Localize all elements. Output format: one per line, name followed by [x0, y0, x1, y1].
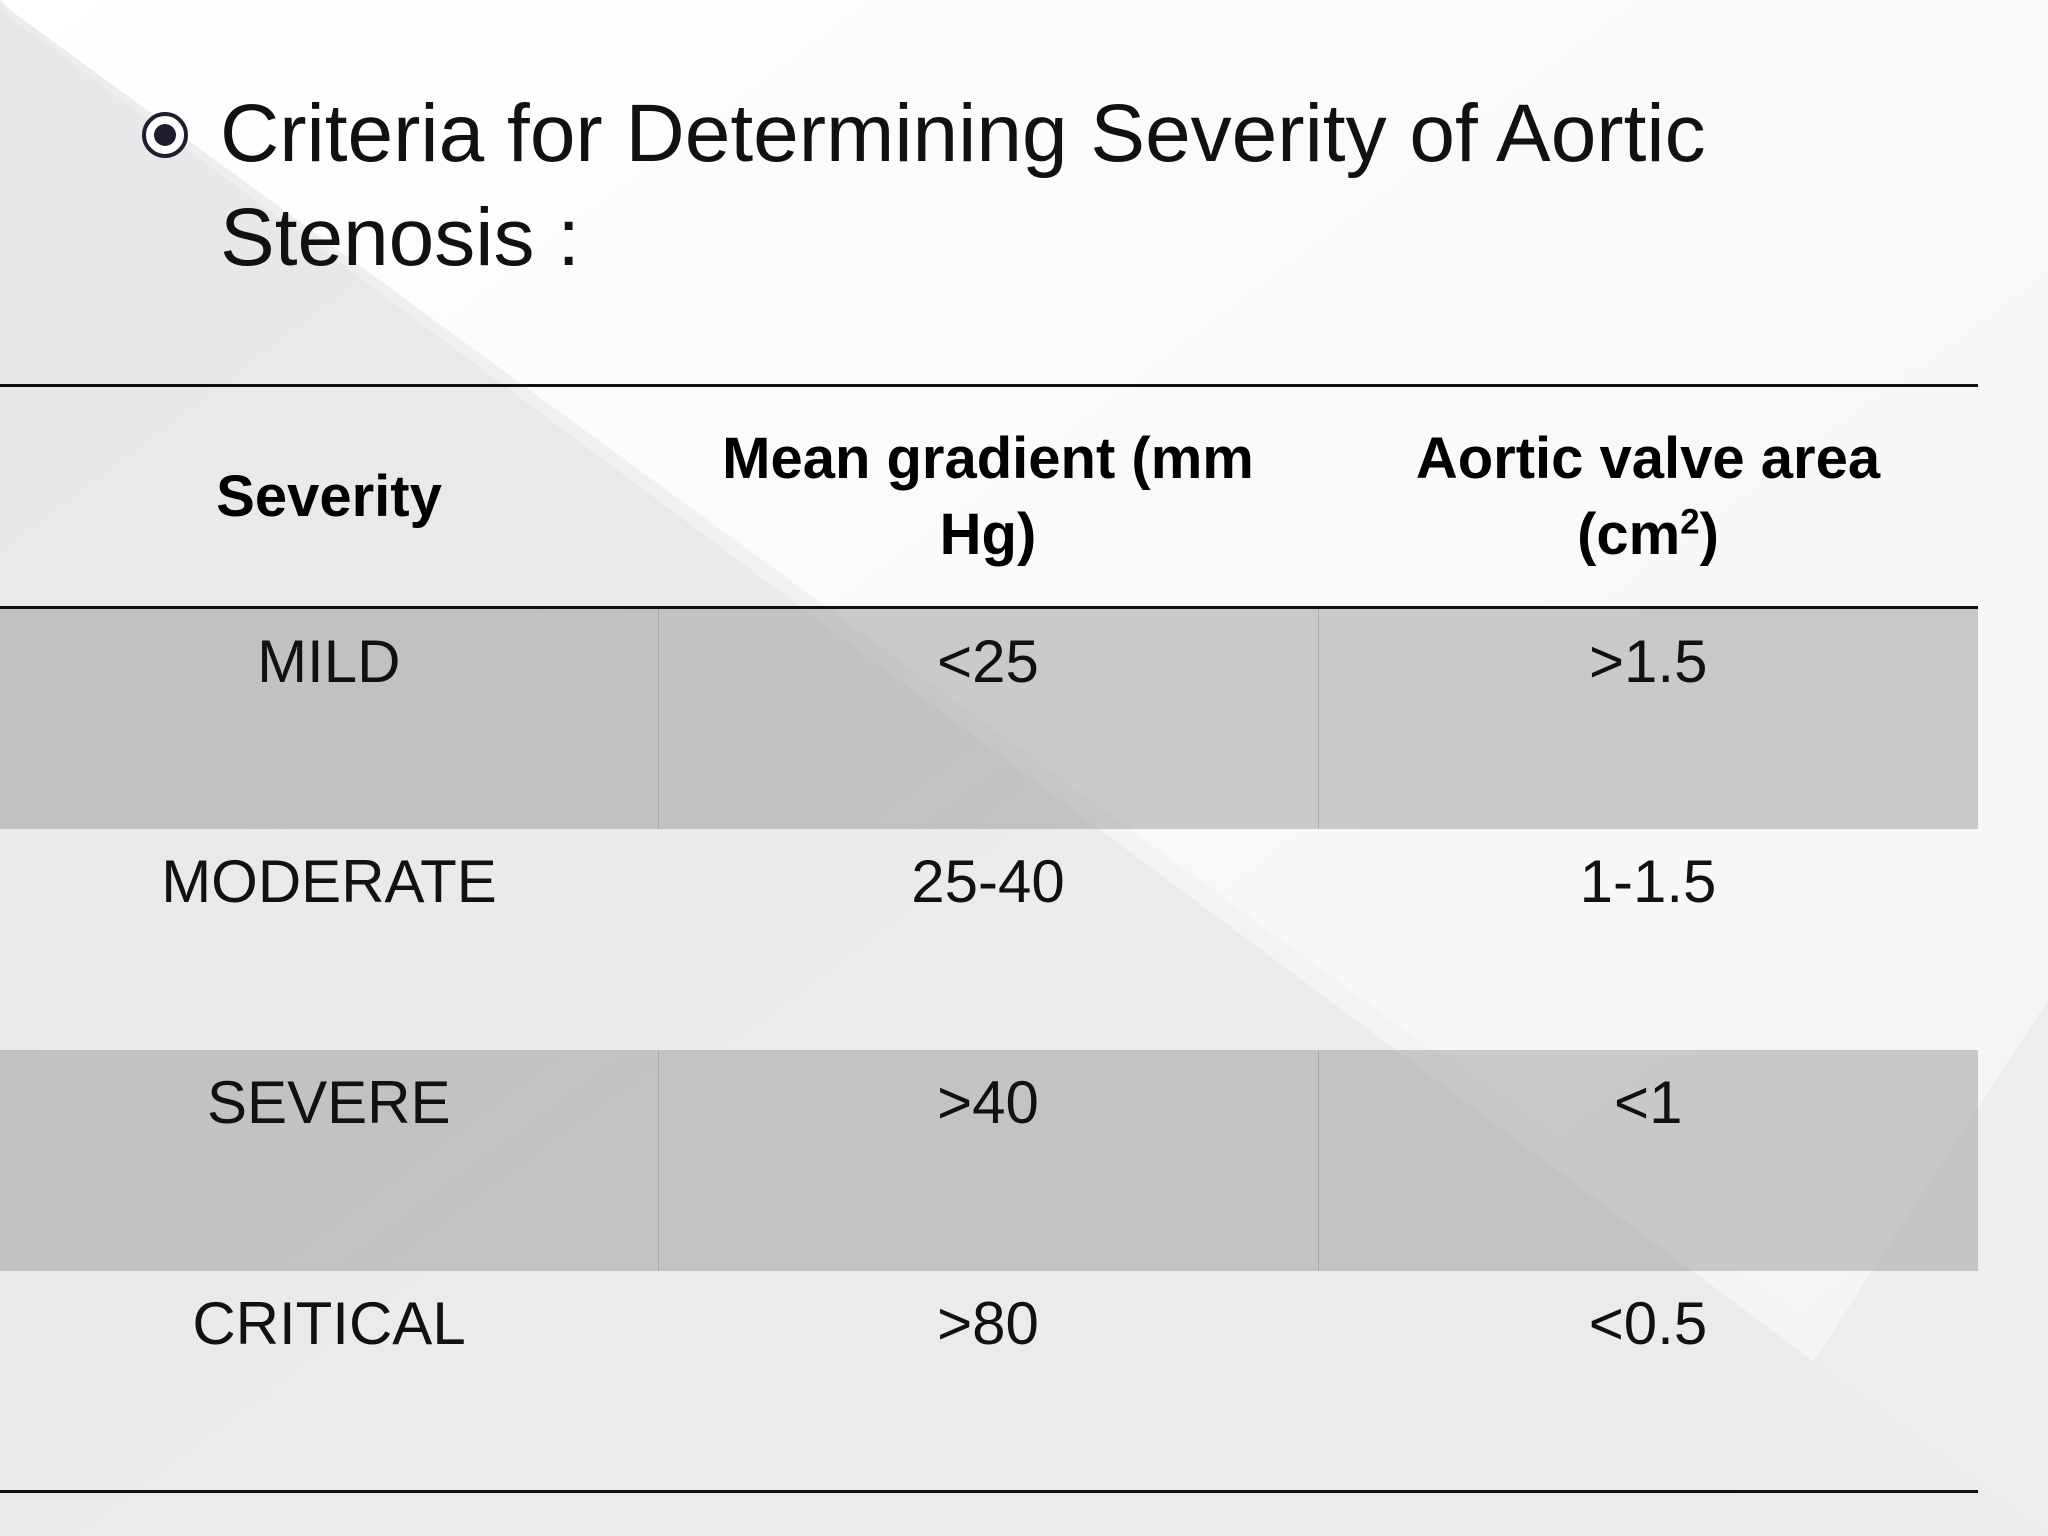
table-header-row: Severity Mean gradient (mm Hg) Aortic val…: [0, 384, 1978, 609]
header-valve-area: Aortic valve area (cm2): [1318, 384, 1978, 609]
cell-severity: CRITICAL: [0, 1270, 658, 1493]
header-area-line-1: Aortic valve area: [1415, 425, 1881, 491]
slide-title-line-1: Criteria for Determining Severity of Aor…: [220, 88, 1706, 179]
cell-severity: MODERATE: [161, 847, 497, 915]
header-area-suffix: ): [1699, 501, 1719, 567]
cell-gradient: 25-40: [911, 847, 1065, 915]
header-area-superscript: 2: [1680, 502, 1700, 542]
header-gradient-line-1: Mean gradient (mm: [722, 425, 1254, 491]
cell-severity: MILD: [0, 607, 658, 829]
table-row: SEVERE >40 <1: [0, 1049, 1978, 1271]
cell-area: <0.5: [1318, 1270, 1978, 1493]
header-area-prefix: (cm: [1577, 501, 1681, 567]
cell-gradient: >40: [657, 1049, 1318, 1271]
severity-table-container: Severity Mean gradient (mm Hg) Aortic val…: [0, 384, 1978, 1493]
header-severity: Severity: [0, 384, 658, 609]
cell-severity: SEVERE: [0, 1049, 658, 1271]
cell-area: <1: [1317, 1049, 1978, 1271]
table-row: MILD <25 >1.5: [0, 607, 1978, 829]
radio-bullet-icon: [142, 112, 188, 158]
table-row: MODERATE 25-40 1-1.5: [0, 829, 1978, 1050]
header-mean-gradient: Mean gradient (mm Hg): [658, 384, 1318, 609]
table-body: MILD <25 >1.5 MODERATE 25-40 1-1.5 SEVER…: [0, 607, 1978, 1493]
header-gradient-line-2: Hg): [939, 501, 1037, 567]
slide-title-line-2: Stenosis :: [220, 192, 581, 283]
cell-gradient: >80: [658, 1270, 1318, 1493]
table-header: Severity Mean gradient (mm Hg) Aortic val…: [0, 384, 1978, 609]
cell-area: 1-1.5: [1579, 847, 1717, 915]
slide-title-bullet: Criteria for Determining Severity of Aor…: [140, 82, 1960, 290]
cell-area: >1.5: [1317, 607, 1978, 829]
severity-table: Severity Mean gradient (mm Hg) Aortic val…: [0, 384, 1978, 1493]
cell-gradient: <25: [657, 607, 1318, 829]
header-severity-label: Severity: [216, 463, 442, 529]
slide-title: Criteria for Determining Severity of Aor…: [220, 82, 1870, 290]
table-row: CRITICAL >80 <0.5: [0, 1270, 1978, 1493]
